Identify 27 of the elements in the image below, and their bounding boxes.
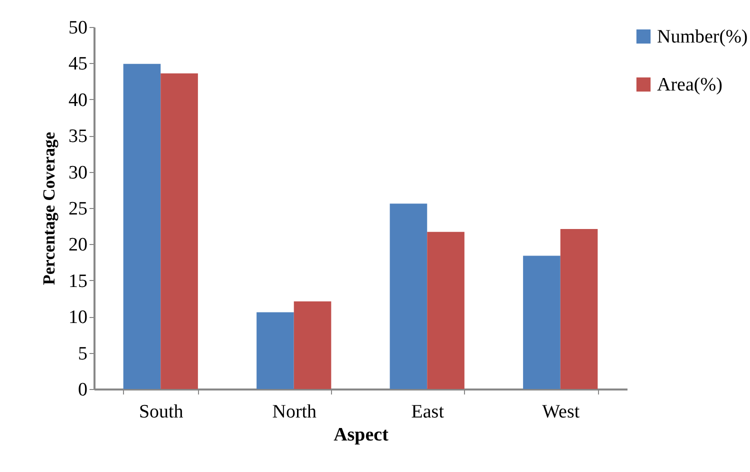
bar bbox=[123, 64, 161, 389]
bar bbox=[294, 301, 332, 389]
bar bbox=[256, 312, 294, 389]
bar bbox=[390, 204, 428, 389]
x-tick-label: North bbox=[272, 402, 318, 422]
x-axis-title: Aspect bbox=[334, 424, 390, 446]
legend-label: Area(%) bbox=[657, 74, 722, 96]
bar bbox=[560, 228, 598, 389]
y-tick-label: 30 bbox=[68, 162, 88, 184]
y-axis-title: Percentage Coverage bbox=[40, 132, 58, 286]
y-tick-label: 20 bbox=[68, 234, 88, 256]
y-tick-label: 40 bbox=[68, 90, 88, 111]
y-tick-label: 10 bbox=[68, 307, 88, 328]
y-tick-label: 35 bbox=[68, 126, 88, 148]
legend-label: Number(%) bbox=[657, 26, 748, 48]
y-tick-label: 15 bbox=[68, 270, 88, 292]
y-tick-label: 25 bbox=[68, 198, 88, 220]
y-tick-label: 45 bbox=[68, 54, 88, 75]
y-tick-label: 5 bbox=[78, 343, 88, 364]
y-tick-label: 50 bbox=[68, 18, 88, 38]
bar bbox=[427, 232, 464, 389]
x-tick-label: East bbox=[411, 402, 445, 422]
x-tick-label: South bbox=[138, 402, 184, 422]
bar bbox=[160, 73, 198, 389]
bar bbox=[523, 256, 560, 389]
x-tick-label: West bbox=[542, 402, 580, 422]
y-tick-label: 0 bbox=[78, 380, 88, 400]
